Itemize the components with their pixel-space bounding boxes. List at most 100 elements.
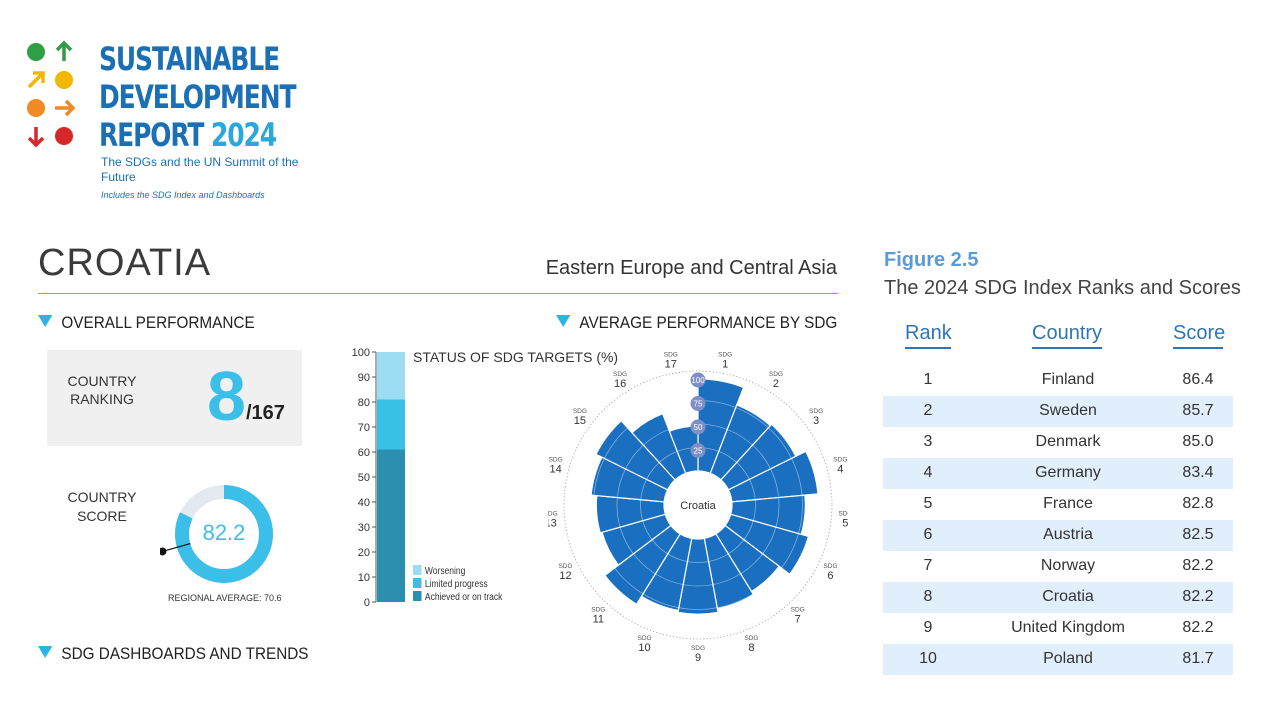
targets-tick-label: 60 <box>358 447 370 459</box>
header-divider <box>38 293 838 294</box>
country-name: CROATIA <box>38 242 212 284</box>
targets-tick-label: 10 <box>358 572 370 584</box>
rank-cell: 6 <box>923 526 933 543</box>
section-dashboards-label: SDG DASHBOARDS AND TRENDS <box>61 644 309 663</box>
targets-tick-label: 30 <box>358 522 370 534</box>
targets-tick-label: 90 <box>358 372 370 384</box>
sdg-16-label: 16 <box>614 378 626 390</box>
country-cell: Germany <box>1035 464 1101 481</box>
radial-scale-label: 75 <box>694 400 703 409</box>
radial-scale-bubble <box>690 443 706 458</box>
legend-limited-progress: Limited progress <box>413 578 488 590</box>
country-ranking-label: COUNTRY RANKING <box>67 373 137 407</box>
sdg-2-label: 2 <box>773 378 779 390</box>
country-cell: Austria <box>1043 526 1093 543</box>
report-note: Includes the SDG Index and Dashboards <box>101 190 265 200</box>
targets-tick-label: 100 <box>352 347 370 359</box>
report-subtitle: The SDGs and the UN Summit of the Future <box>101 155 299 184</box>
rank-cell: 5 <box>923 495 933 512</box>
triangle-down-icon <box>556 315 571 327</box>
legend-achieved: Achieved or on track <box>413 591 502 603</box>
score-cell: 82.2 <box>1182 588 1214 605</box>
country-cell: Croatia <box>1042 588 1094 605</box>
targets-segment-worsening <box>377 352 405 400</box>
radial-scale-label: 25 <box>694 447 703 456</box>
sdg-targets-title: STATUS OF SDG TARGETS (%) <box>413 349 619 365</box>
sdg-7-prefix: SDG <box>791 606 805 613</box>
targets-segment-limited-progress <box>377 399 405 450</box>
country-score-label: COUNTRY SCORE <box>67 489 137 524</box>
legend-worsening: Worsening <box>413 565 465 577</box>
legend-swatch <box>413 591 422 601</box>
average-performance-radial-chart: Croatia255075100SDG1SDG2SDG3SDG4SDG5SDG6… <box>548 352 848 664</box>
table-row: 4 Germany 83.4 <box>883 458 1233 489</box>
score-cell: 82.2 <box>1182 557 1214 574</box>
radial-scale-bubble <box>690 372 706 388</box>
sdg-17-prefix: SDG <box>664 352 678 359</box>
sdg-5-label: 5 <box>842 518 848 530</box>
sdg-11-label: 11 <box>593 613 604 625</box>
sdg-10-prefix: SDG <box>637 635 651 642</box>
country-cell: Denmark <box>1035 433 1101 450</box>
rank-cell: 9 <box>923 619 933 636</box>
sdg-5-prefix: SDG <box>838 511 848 518</box>
rank-cell: 4 <box>923 464 933 481</box>
figure-title: The 2024 SDG Index Ranks and Scores <box>884 277 1241 299</box>
regional-average-marker-dot <box>160 547 167 556</box>
radial-center <box>664 471 732 539</box>
report-title-line-3: REPORT <box>99 116 204 154</box>
rank-cell: 8 <box>923 588 933 605</box>
country-cell: Poland <box>1043 650 1093 667</box>
section-average-label: AVERAGE PERFORMANCE BY SDG <box>579 313 838 332</box>
sdg-6-prefix: SDG <box>823 563 837 570</box>
section-average-performance: AVERAGE PERFORMANCE BY SDG <box>556 313 837 333</box>
table-row: 3 Denmark 85.0 <box>883 427 1233 458</box>
sdg-8-prefix: SDG <box>744 635 758 642</box>
radial-center-label: Croatia <box>680 500 716 512</box>
sdg-15-prefix: SDG <box>573 408 587 415</box>
sdg-4-label: 4 <box>837 463 843 475</box>
header-score: Score <box>1173 322 1225 349</box>
sdg-4-prefix: SDG <box>833 456 847 463</box>
rank-cell: 1 <box>923 371 933 388</box>
score-cell: 86.4 <box>1182 371 1214 388</box>
country-cell: Finland <box>1041 371 1095 388</box>
score-cell: 85.7 <box>1182 402 1214 419</box>
sdg-3-prefix: SDG <box>809 408 823 415</box>
table-row: 2 Sweden 85.7 <box>883 396 1233 427</box>
targets-tick-label: 70 <box>358 422 370 434</box>
section-dashboards-trends: SDG DASHBOARDS AND TRENDS <box>38 644 309 664</box>
country-cell: Sweden <box>1039 402 1097 419</box>
sdg-13-prefix: SDG <box>548 511 558 518</box>
score-cell: 82.2 <box>1182 619 1214 636</box>
score-cell: 83.4 <box>1182 464 1214 481</box>
sdg-7-label: 7 <box>795 613 801 625</box>
triangle-down-icon <box>38 646 53 658</box>
country-ranking-card: COUNTRY RANKING 8 /167 <box>47 350 302 446</box>
sdg-2-prefix: SDG <box>769 371 783 378</box>
rank-cell: 2 <box>923 402 933 419</box>
score-cell: 82.5 <box>1182 526 1214 543</box>
sdg-3-label: 3 <box>813 415 819 427</box>
header-country: Country <box>1032 322 1102 349</box>
rank-cell: 3 <box>923 433 933 450</box>
sdg-logo-icon <box>27 40 76 148</box>
radial-scale-bubble <box>690 396 706 411</box>
sdg-13-label: 13 <box>548 518 557 530</box>
country-ranking-value: 8 <box>207 357 246 435</box>
country-ranking-total: /167 <box>246 402 285 424</box>
targets-tick-label: 40 <box>358 497 370 509</box>
targets-tick-label: 50 <box>358 472 370 484</box>
score-cell: 82.8 <box>1182 495 1214 512</box>
score-gauge-arc <box>175 485 273 583</box>
sdg-1-prefix: SDG <box>718 352 732 359</box>
sdg-11-prefix: SDG <box>591 606 605 613</box>
legend-limited-progress-label: Limited progress <box>424 579 488 590</box>
legend-achieved-label: Achieved or on track <box>424 592 503 603</box>
region-name: Eastern Europe and Central Asia <box>545 257 837 279</box>
score-cell: 81.7 <box>1182 650 1214 667</box>
targets-tick-label: 20 <box>358 547 370 559</box>
targets-tick-label: 0 <box>364 597 370 609</box>
table-row: 7 Norway 82.2 <box>883 551 1233 582</box>
table-row: 8 Croatia 82.2 <box>883 582 1233 613</box>
